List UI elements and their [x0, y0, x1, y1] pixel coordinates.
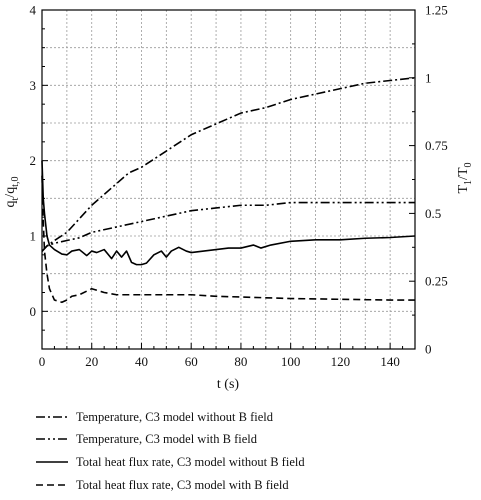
x-tick-label: 140 — [380, 354, 400, 369]
left-y-axis-label: qt/qt,0 — [3, 177, 21, 208]
series-heatflux-without-b-legend-label: Total heat flux rate, C3 model without B… — [76, 455, 305, 469]
x-tick-label: 60 — [185, 354, 198, 369]
y-right-tick-label: 1.25 — [425, 3, 448, 18]
y-left-tick-label: 4 — [30, 3, 37, 18]
series-temperature-with-b-legend-label: Temperature, C3 model with B field — [76, 432, 258, 446]
series-layer — [41, 77, 416, 304]
y-left-tick-label: 0 — [30, 304, 37, 319]
series-temperature-without-b-line — [41, 77, 416, 252]
y-left-tick-label: 1 — [30, 229, 37, 244]
y-left-tick-label: 2 — [30, 153, 37, 168]
y-right-tick-label: 0.75 — [425, 138, 448, 153]
series-heatflux-with-b-legend-label: Total heat flux rate, C3 model with B fi… — [76, 478, 289, 492]
series-heatflux-without-b-line — [41, 160, 416, 266]
series-temperature-without-b-legend-label: Temperature, C3 model without B field — [76, 410, 274, 424]
x-tick-label: 80 — [234, 354, 247, 369]
plot-frame — [41, 9, 416, 350]
x-tick-label: 100 — [281, 354, 301, 369]
series-temperature-with-b-line — [41, 201, 415, 252]
y-left-tick-label: 3 — [30, 78, 37, 93]
series-heatflux-with-b-line — [41, 175, 415, 304]
legend: Temperature, C3 model without B field Tem… — [36, 410, 305, 492]
x-tick-label: 20 — [85, 354, 98, 369]
y-right-tick-label: 1 — [425, 70, 432, 85]
x-tick-label: 0 — [39, 354, 46, 369]
y-right-tick-label: 0.25 — [425, 274, 448, 289]
y-right-tick-label: 0.5 — [425, 206, 441, 221]
x-axis-label: t (s) — [217, 377, 240, 392]
x-tick-label: 120 — [331, 354, 351, 369]
y-right-tick-label: 0 — [425, 342, 432, 357]
x-tick-label: 40 — [135, 354, 148, 369]
grid-lines — [42, 10, 415, 349]
right-y-axis-label: T1/T0 — [456, 162, 474, 193]
